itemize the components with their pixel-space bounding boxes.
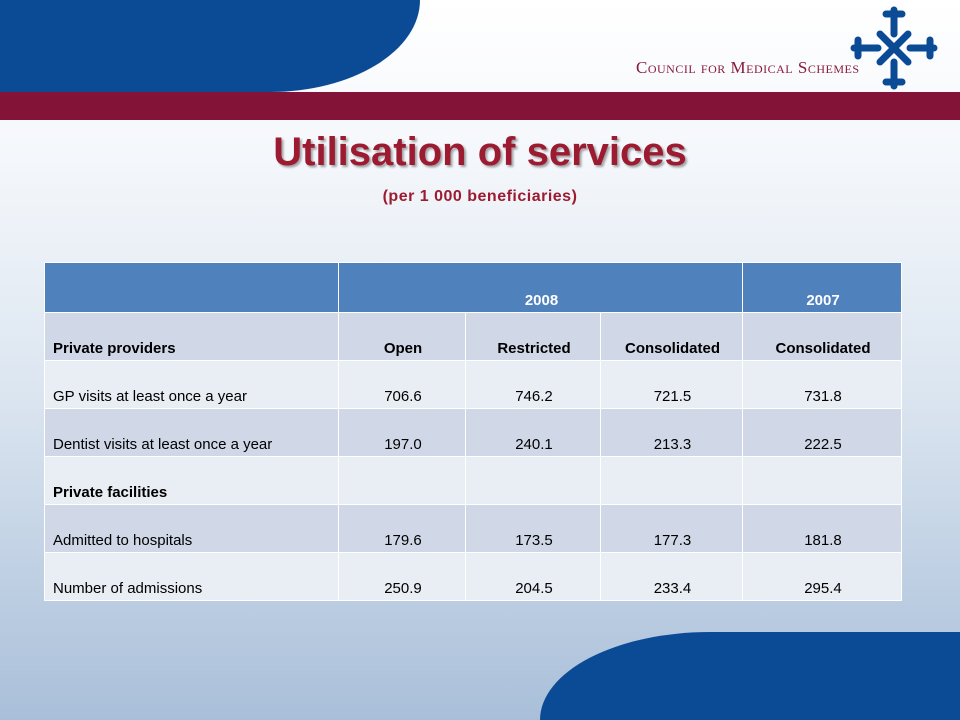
year-header-empty-cell [44,262,339,313]
slide-subtitle: (per 1 000 beneficiaries) [382,188,578,205]
year-2008-header: 2008 [338,262,743,313]
column-header-consolidated-2007: Consolidated [742,312,902,361]
column-header-consolidated-2008: Consolidated [600,312,743,361]
top-left-blue-shape [0,0,420,92]
cell-consolidated-2008: 177.3 [600,504,743,553]
cell-consolidated-2008: 213.3 [600,408,743,457]
cell-consolidated-2008: 721.5 [600,360,743,409]
cell-consolidated-2007: 295.4 [742,552,902,601]
cell-open: 179.6 [338,504,466,553]
cell-consolidated-2008 [600,456,743,505]
slide-title: Utilisation of services [273,130,687,174]
header-band [0,92,960,120]
cell-restricted: 746.2 [465,360,601,409]
cell-consolidated-2007: 181.8 [742,504,902,553]
cell-consolidated-2008: 233.4 [600,552,743,601]
utilisation-table: 2008 2007 Private providers Open Restric… [44,262,902,601]
bottom-right-blue-shape [540,632,960,720]
cell-restricted: 173.5 [465,504,601,553]
row-label: Number of admissions [44,552,339,601]
column-header-open: Open [338,312,466,361]
cell-open: 197.0 [338,408,466,457]
cell-consolidated-2007 [742,456,902,505]
row-label: Admitted to hospitals [44,504,339,553]
row-label: Dentist visits at least once a year [44,408,339,457]
table-row: Number of admissions 250.9 204.5 233.4 2… [44,552,902,601]
table-row: Admitted to hospitals 179.6 173.5 177.3 … [44,504,902,553]
table-row: GP visits at least once a year 706.6 746… [44,360,902,409]
cell-open: 706.6 [338,360,466,409]
cell-open: 250.9 [338,552,466,601]
cell-restricted: 240.1 [465,408,601,457]
column-header-row: Private providers Open Restricted Consol… [44,312,902,361]
row-label: GP visits at least once a year [44,360,339,409]
cell-restricted: 204.5 [465,552,601,601]
cell-consolidated-2007: 731.8 [742,360,902,409]
year-2007-header: 2007 [742,262,902,313]
table-row: Dentist visits at least once a year 197.… [44,408,902,457]
column-header-restricted: Restricted [465,312,601,361]
cell-open [338,456,466,505]
cms-cross-logo-icon [850,6,938,90]
org-name: Council for Medical Schemes [636,58,860,77]
section-row: Private facilities [44,456,902,505]
year-header-row: 2008 2007 [44,262,902,313]
cell-consolidated-2007: 222.5 [742,408,902,457]
column-header-providers: Private providers [44,312,339,361]
section-label: Private facilities [44,456,339,505]
cell-restricted [465,456,601,505]
